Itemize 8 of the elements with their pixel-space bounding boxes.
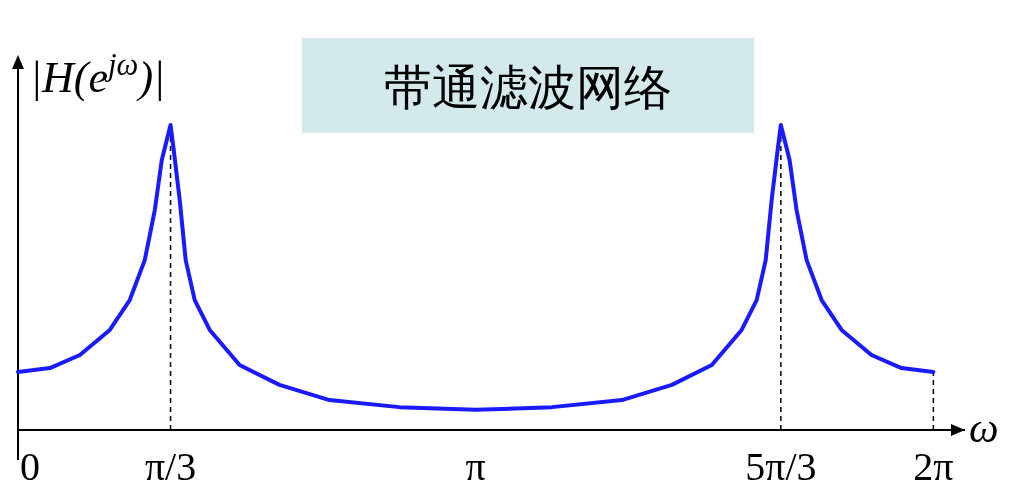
chart-title: 带通滤波网络 (384, 59, 672, 115)
x-tick-label: 0 (20, 444, 40, 489)
x-tick-label: π/3 (144, 444, 197, 489)
x-tick-label: 2π (913, 444, 954, 489)
x-tick-label: 5π/3 (745, 444, 817, 489)
x-axis-title: ω (969, 405, 999, 451)
x-tick-label: π (465, 444, 486, 489)
y-axis-title: |H(e$^{jω}$)| (30, 48, 166, 102)
